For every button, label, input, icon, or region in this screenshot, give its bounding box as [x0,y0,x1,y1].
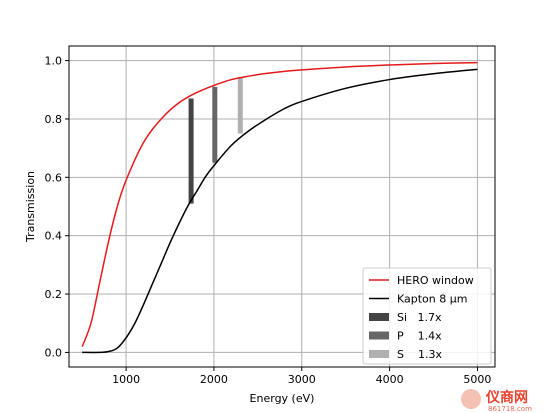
y-tick-label: 1.0 [45,55,63,68]
y-tick-label: 0.0 [45,346,63,359]
x-tick-label: 3000 [288,373,316,386]
y-axis-title: Transmission [24,171,37,243]
y-tick-label: 0.6 [45,171,63,184]
bar-p [212,86,218,163]
watermark-text: 仪商网 [485,389,528,406]
y-tick-label: 0.8 [45,113,63,126]
hero-window-line [81,61,478,347]
bar-series [188,78,243,204]
legend-entry-si: Si 1.7x [397,311,442,324]
x-tick-label: 2000 [200,373,228,386]
legend-swatch-patch [369,350,389,358]
legend-swatch-patch [369,313,389,321]
watermark-logo: 仪商网 861718.com [461,389,532,413]
watermark-globe-icon [461,389,481,409]
bar-si [188,98,194,204]
legend-swatch-patch [369,331,389,340]
legend-entry-hero: HERO window [397,274,474,287]
bar-s [237,78,243,134]
legend-entry-s: S 1.3x [397,348,442,361]
x-axis-title: Energy (eV) [250,392,315,405]
legend-entry-kapton: Kapton 8 μm [397,293,467,306]
x-tick-label: 5000 [463,373,491,386]
legend-box [362,267,492,365]
y-tick-label: 0.2 [45,288,63,301]
plot-frame [68,45,496,368]
y-tick-label: 0.4 [45,230,63,243]
kapton-line [82,68,478,354]
axis-ticks: 1000 2000 3000 4000 5000 0.0 0.2 0.4 0.6 0.8 1.0 [45,55,492,386]
x-tick-label: 1000 [112,373,140,386]
line-series [81,61,478,354]
x-tick-label: 4000 [376,373,404,386]
legend: HERO window Kapton 8 μm Si 1.7x P 1.4x S 1.3… [362,267,492,365]
legend-entry-p: P 1.4x [397,330,442,343]
watermark-subtext: 861718.com [488,405,532,413]
